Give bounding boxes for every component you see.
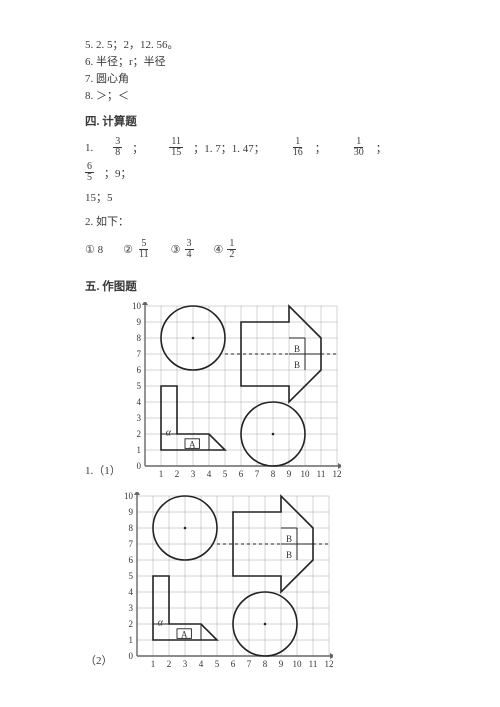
svg-text:6: 6 (128, 555, 133, 565)
svg-text:9: 9 (287, 469, 292, 479)
section-5-title: 五. 作图题 (85, 278, 415, 294)
svg-text:9: 9 (278, 659, 283, 669)
svg-text:2: 2 (128, 619, 133, 629)
grid-figure-1: 123456789101112109876543210BBAα (127, 302, 341, 482)
svg-text:A: A (180, 629, 187, 639)
svg-text:8: 8 (128, 523, 133, 533)
svg-text:7: 7 (136, 349, 141, 359)
svg-text:5: 5 (128, 571, 133, 581)
calc-q2-lead: 2. 如下： (85, 213, 415, 229)
svg-text:7: 7 (128, 539, 133, 549)
svg-text:9: 9 (128, 507, 133, 517)
sep: ； (132, 140, 143, 156)
svg-text:A: A (189, 439, 196, 449)
frac-5-11: 511 (137, 239, 151, 260)
svg-text:3: 3 (191, 469, 196, 479)
svg-text:9: 9 (136, 317, 141, 327)
grid-figure-2: 123456789101112109876543210BBAα (119, 492, 333, 672)
svg-text:11: 11 (308, 659, 317, 669)
svg-text:10: 10 (132, 302, 142, 311)
q2-4-lead: ④ (214, 243, 224, 256)
svg-text:5: 5 (214, 659, 219, 669)
svg-text:6: 6 (230, 659, 235, 669)
svg-text:11: 11 (316, 469, 325, 479)
frac-6-5: 65 (85, 162, 94, 183)
svg-text:B: B (285, 534, 291, 544)
svg-text:3: 3 (182, 659, 187, 669)
svg-text:B: B (285, 550, 291, 560)
svg-text:5: 5 (223, 469, 228, 479)
sep2: ； (315, 140, 326, 156)
svg-text:4: 4 (136, 397, 141, 407)
figure-1: 1.（1） 123456789101112109876543210BBAα (85, 302, 415, 482)
svg-text:0: 0 (128, 651, 133, 661)
svg-text:2: 2 (136, 429, 141, 439)
figure-1-label: 1.（1） (85, 462, 121, 478)
q1-lead: 1. (85, 142, 93, 154)
svg-text:5: 5 (136, 381, 141, 391)
figure-2-label: （2） (85, 652, 113, 668)
svg-text:1: 1 (150, 659, 155, 669)
calc-q1-row1: 1. 38 ； 1115 ；1. 7；1. 47； 116 ； 130 ； 65… (85, 137, 415, 183)
svg-text:7: 7 (255, 469, 260, 479)
svg-text:8: 8 (136, 333, 141, 343)
figure-2: （2） 123456789101112109876543210BBAα (85, 492, 415, 672)
answer-8: 8. ＞；＜ (85, 87, 415, 103)
sep3: ； (376, 140, 387, 156)
svg-text:1: 1 (136, 445, 141, 455)
svg-text:4: 4 (207, 469, 212, 479)
svg-text:1: 1 (128, 635, 133, 645)
q2-1: ① 8 (85, 243, 103, 256)
svg-text:4: 4 (128, 587, 133, 597)
frac-3-8: 38 (113, 137, 122, 158)
svg-text:2: 2 (175, 469, 180, 479)
svg-text:12: 12 (332, 469, 341, 479)
mid-text: ；1. 7；1. 47； (193, 140, 265, 156)
svg-text:12: 12 (324, 659, 333, 669)
q2-3-lead: ③ (171, 243, 181, 256)
frac-1-30: 130 (352, 137, 366, 158)
q1-tail: ；9； (104, 165, 132, 181)
document-page: 5. 2. 5；2，12. 56。 6. 半径；r；半径 7. 圆心角 8. ＞… (0, 0, 500, 702)
svg-text:8: 8 (262, 659, 267, 669)
svg-text:4: 4 (198, 659, 203, 669)
frac-3-4: 34 (185, 239, 194, 260)
svg-text:6: 6 (136, 365, 141, 375)
svg-text:2: 2 (166, 659, 171, 669)
svg-text:8: 8 (271, 469, 276, 479)
svg-text:10: 10 (124, 492, 134, 501)
svg-text:α: α (157, 618, 163, 629)
svg-text:10: 10 (300, 469, 310, 479)
svg-text:0: 0 (136, 461, 141, 471)
svg-text:1: 1 (159, 469, 164, 479)
answer-5: 5. 2. 5；2，12. 56。 (85, 36, 415, 52)
svg-text:B: B (294, 344, 300, 354)
svg-text:10: 10 (292, 659, 302, 669)
q2-2-lead: ② (123, 243, 133, 256)
frac-1-2: 12 (227, 239, 236, 260)
svg-text:α: α (166, 428, 172, 439)
answer-6: 6. 半径；r；半径 (85, 53, 415, 69)
svg-text:3: 3 (136, 413, 141, 423)
svg-text:6: 6 (239, 469, 244, 479)
svg-text:3: 3 (128, 603, 133, 613)
frac-1-16: 116 (291, 137, 305, 158)
section-4-title: 四. 计算题 (85, 113, 415, 129)
frac-11-15: 1115 (169, 137, 183, 158)
answer-7: 7. 圆心角 (85, 70, 415, 86)
svg-text:7: 7 (246, 659, 251, 669)
svg-text:B: B (294, 360, 300, 370)
calc-q2-answers: ① 8 ② 511 ③ 34 ④ 12 (85, 239, 415, 260)
calc-q1-row2: 15；5 (85, 189, 415, 205)
